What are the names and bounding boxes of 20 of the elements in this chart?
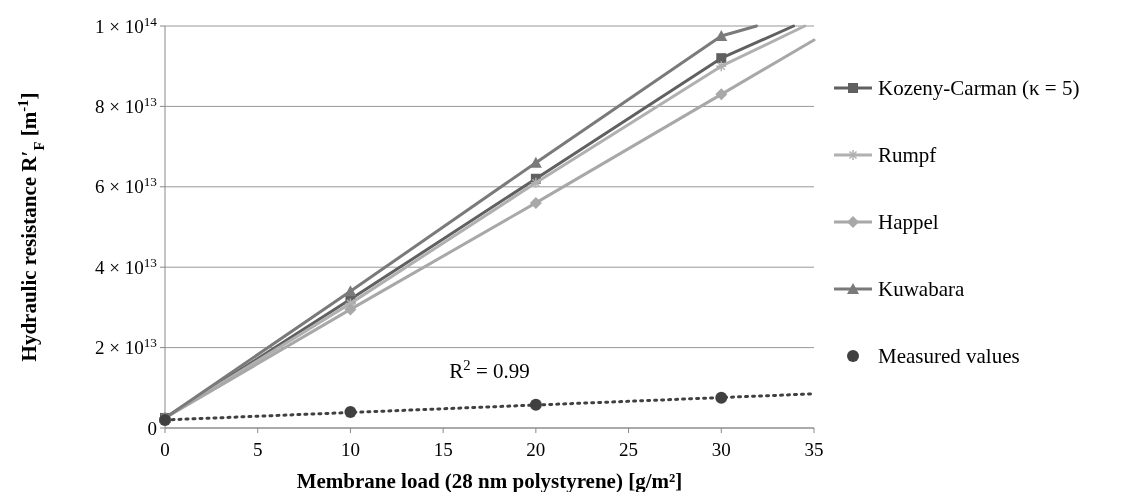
x-axis-title: Membrane load (28 nm polystyrene) [g/m²] <box>296 469 683 493</box>
y-tick-label: 2 × 10$^{13}$ <box>94 334 158 359</box>
y-tick-label: 8 × 10$^{13}$ <box>94 93 158 118</box>
legend-label: Kuwabara <box>878 277 965 302</box>
x-tick-label: 10 <box>340 439 360 460</box>
x-tick-label: 20 <box>526 439 546 460</box>
x-tick-label: 5 <box>252 439 263 460</box>
legend-label: Kozeny-Carman (κ = 5) <box>878 76 1080 101</box>
y-tick-label: 1 × 10$^{14}$ <box>94 13 158 37</box>
y-tick-label: 0 <box>147 417 157 439</box>
x-tick-label: 35 <box>804 439 824 460</box>
y-tick-label: 6 × 10$^{13}$ <box>94 173 158 198</box>
legend-label: Measured values <box>878 344 1020 369</box>
x-tick-label: 30 <box>711 439 731 460</box>
legend-label: Rumpf <box>878 143 937 168</box>
legend-label: Happel <box>878 210 939 235</box>
x-tick-label: 15 <box>433 439 453 460</box>
y-tick-label: 4 × 10$^{13}$ <box>94 254 158 278</box>
annotation: R$^{2}$ = 0.99 <box>449 357 530 383</box>
x-tick-label: 25 <box>619 439 639 460</box>
